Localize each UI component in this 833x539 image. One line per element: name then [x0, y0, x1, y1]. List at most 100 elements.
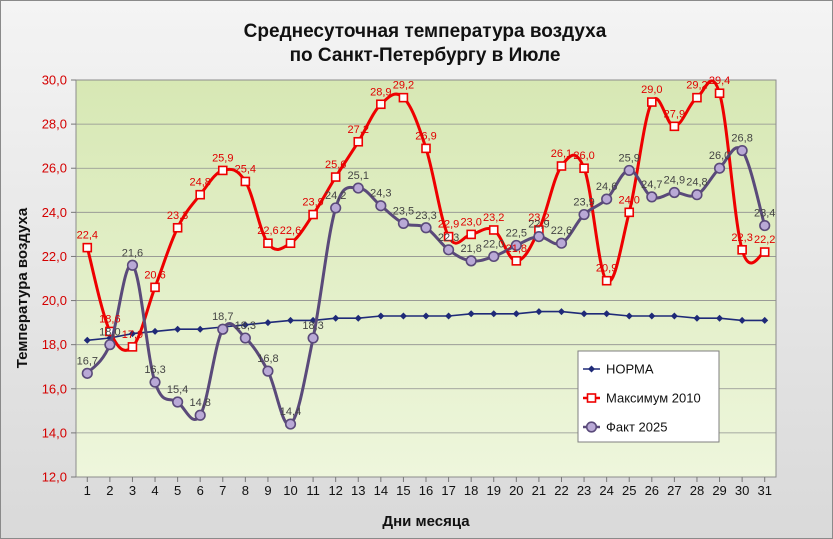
legend-item-max-2010: Максимум 2010	[583, 391, 701, 406]
y-tick-label: 14,0	[42, 425, 67, 440]
legend-item-norma: НОРМА	[583, 362, 654, 377]
point-max-2010	[579, 163, 589, 174]
x-axis-ticks: 1 2 3 4 5 6 7 8 9 10 11 12 13 14 15 16 17 18 19 20 21 22 23 24 2…	[84, 477, 772, 498]
data-label-max-2010: 21,8	[506, 243, 527, 255]
point-norma	[83, 336, 91, 344]
x-tick-label: 3	[129, 483, 136, 498]
data-label-fact-2025: 16,8	[257, 353, 278, 365]
point-max-2010	[714, 88, 725, 99]
data-label-fact-2025: 24,7	[641, 179, 662, 191]
point-norma	[716, 314, 724, 322]
point-max-2010	[556, 161, 567, 171]
legend-swatch-marker	[585, 421, 598, 433]
legend-swatch-marker	[586, 393, 597, 403]
data-label-fact-2025: 26,0	[709, 150, 730, 162]
x-tick-label: 18	[464, 483, 478, 498]
legend-label: Максимум 2010	[606, 391, 701, 406]
data-label-max-2010: 27,2	[348, 124, 369, 136]
point-fact-2025	[533, 230, 545, 243]
point-max-2010	[737, 245, 747, 255]
data-labels: 22,418,617,920,623,324,825,925,422,6 22,6…	[77, 75, 776, 418]
point-fact-2025	[691, 189, 703, 201]
legend-swatch-marker	[588, 365, 595, 373]
x-tick-label: 31	[757, 483, 771, 498]
point-norma	[557, 308, 565, 316]
point-norma	[264, 319, 272, 327]
point-max-2010	[150, 282, 160, 293]
point-norma	[625, 312, 633, 320]
point-fact-2025	[239, 332, 251, 344]
data-label-fact-2025: 21,8	[460, 243, 481, 255]
data-label-max-2010: 26,1	[551, 148, 572, 160]
data-label-fact-2025: 25,1	[348, 170, 369, 182]
x-tick-label: 30	[735, 483, 749, 498]
point-max-2010	[421, 143, 431, 154]
x-tick-label: 6	[197, 483, 204, 498]
point-fact-2025	[601, 193, 613, 205]
point-norma	[467, 310, 475, 318]
data-label-max-2010: 22,9	[438, 219, 459, 231]
y-tick-label: 12,0	[42, 470, 67, 485]
point-fact-2025	[397, 217, 410, 229]
legend-box	[577, 350, 720, 443]
point-norma	[648, 312, 656, 320]
x-tick-label: 25	[622, 483, 636, 498]
point-norma	[535, 308, 543, 316]
point-fact-2025	[736, 144, 748, 157]
point-fact-2025	[330, 202, 342, 214]
data-label-fact-2025: 14,8	[189, 397, 210, 409]
point-max-2010	[511, 256, 522, 266]
point-fact-2025	[352, 182, 364, 194]
point-norma	[287, 316, 295, 324]
data-label-max-2010: 25,9	[212, 152, 233, 164]
data-label-fact-2025: 18,3	[235, 320, 256, 332]
y-tick-label: 30,0	[42, 73, 67, 88]
point-norma	[490, 310, 498, 318]
y-axis-ticks: 12,0 14,0 16,0 18,0 20,0 22,0 24,0 26,0 28,0 30,0	[42, 73, 76, 485]
data-label-max-2010: 18,6	[99, 313, 120, 325]
point-max-2010	[330, 172, 341, 182]
point-fact-2025	[172, 396, 184, 408]
x-tick-label: 14	[374, 483, 388, 498]
point-norma	[332, 314, 340, 322]
point-fact-2025	[262, 365, 274, 377]
series-fact-2025	[81, 144, 771, 430]
data-label-fact-2025: 14,4	[280, 406, 301, 418]
y-axis-title: Температура воздуха	[14, 207, 31, 368]
y-tick-label: 20,0	[42, 293, 67, 308]
point-max-2010	[353, 136, 364, 147]
point-norma	[693, 314, 701, 322]
x-tick-label: 10	[283, 483, 297, 498]
data-label-max-2010: 29,0	[641, 84, 662, 96]
point-norma	[670, 312, 678, 320]
point-fact-2025	[713, 162, 726, 174]
x-tick-label: 27	[667, 483, 681, 498]
data-label-max-2010: 22,4	[77, 230, 98, 242]
point-fact-2025	[126, 259, 139, 271]
data-label-fact-2025: 24,9	[664, 174, 685, 186]
point-norma	[399, 312, 407, 320]
point-fact-2025	[646, 191, 658, 203]
chart-title-line2: по Санкт-Петербургу в Июле	[290, 45, 561, 66]
x-tick-label: 26	[645, 483, 659, 498]
x-tick-label: 22	[554, 483, 568, 498]
data-label-max-2010: 26,9	[415, 130, 436, 142]
data-label-max-2010: 17,9	[122, 329, 143, 341]
point-max-2010	[624, 207, 635, 218]
x-tick-label: 17	[441, 483, 455, 498]
data-label-max-2010: 24,0	[619, 194, 640, 206]
x-tick-label: 12	[328, 483, 342, 498]
data-label-max-2010: 23,9	[302, 197, 323, 209]
data-label-fact-2025: 22,0	[483, 238, 504, 250]
data-label-fact-2025: 21,6	[122, 247, 143, 259]
x-tick-label: 5	[174, 483, 181, 498]
point-fact-2025	[284, 418, 297, 430]
point-max-2010	[466, 229, 476, 240]
legend: НОРМА Максимум 2010 Факт 2025	[577, 350, 720, 443]
data-label-fact-2025: 25,9	[619, 152, 640, 164]
x-tick-label: 21	[532, 483, 546, 498]
point-max-2010	[669, 121, 680, 132]
data-label-fact-2025: 22,6	[551, 225, 572, 237]
point-fact-2025	[194, 409, 206, 421]
